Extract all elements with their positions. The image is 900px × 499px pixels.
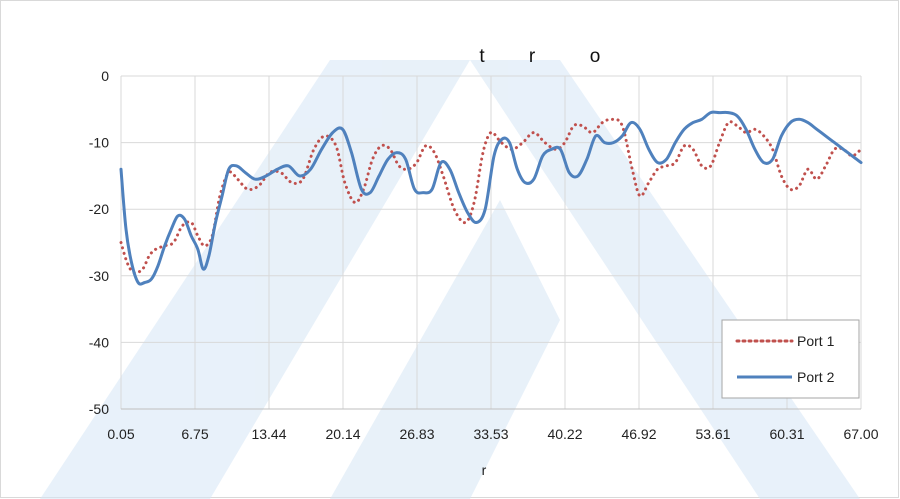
y-tick-label: -30 [89,268,109,284]
chart-title-fragment-1: t [479,46,485,67]
watermark-shape-center [330,200,560,499]
x-tick-label: 20.14 [325,426,360,442]
x-tick-label: 60.31 [769,426,804,442]
x-axis-label: r [482,462,487,478]
chart-title-fragment-2: r [529,46,536,67]
x-tick-label: 26.83 [399,426,434,442]
y-tick-label: -40 [89,334,109,350]
x-tick-label: 67.00 [843,426,878,442]
x-tick-label: 0.05 [107,426,134,442]
legend-label-port-1: Port 1 [797,333,835,349]
y-tick-label: 0 [101,68,109,84]
x-tick-label: 33.53 [473,426,508,442]
x-axis-ticks: 0.05 6.75 13.44 20.14 26.83 33.53 40.22 46.92 53… [107,426,878,442]
series-lines [119,110,863,286]
series-line-port-2 [119,110,863,286]
legend-box [721,319,860,399]
watermark-shape-left [40,60,470,499]
legend-label-port-2: Port 2 [797,369,835,385]
y-axis-ticks: 0 -10 -20 -30 -40 -50 [89,68,109,417]
x-tick-label: 40.22 [547,426,582,442]
y-tick-label: -50 [89,401,109,417]
legend: Port 1 Port 2 [721,319,860,399]
x-tick-label: 46.92 [621,426,656,442]
y-tick-label: -10 [89,135,109,151]
chart-title-fragment-3: o [590,46,601,67]
x-tick-label: 6.75 [181,426,208,442]
y-tick-label: -20 [89,201,109,217]
x-tick-label: 53.61 [695,426,730,442]
x-tick-label: 13.44 [251,426,286,442]
